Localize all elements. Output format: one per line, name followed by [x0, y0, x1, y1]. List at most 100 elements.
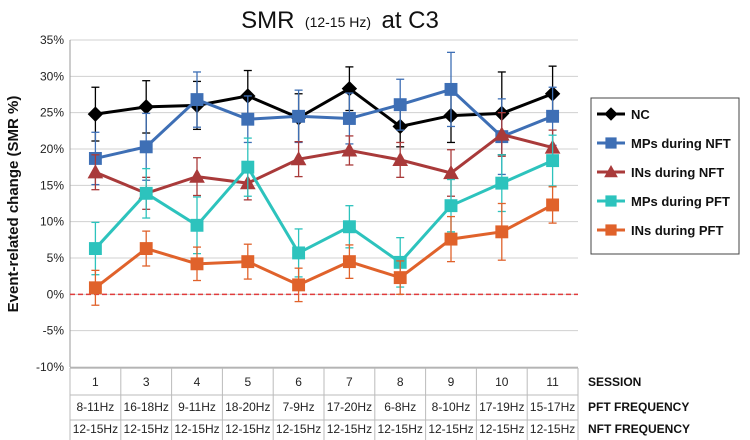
series-ins-during-pft — [88, 186, 560, 306]
y-tick-label: 15% — [40, 178, 64, 192]
data-point — [444, 82, 458, 96]
x-tick-label: 16-18Hz — [124, 400, 169, 414]
x-tick-label: 4 — [194, 375, 201, 389]
series-mps-during-pft — [88, 134, 560, 288]
legend-label: INs during NFT — [631, 165, 724, 180]
x-tick-label: 17-20Hz — [327, 400, 372, 414]
y-tick-label: -10% — [36, 360, 64, 374]
data-point — [190, 257, 204, 271]
x-tick-label: 12-15Hz — [174, 422, 219, 436]
x-axis-rows: 1 3 4 5 6 7 8 9 10 11 SESSION 8-11Hz 16-18Hz 9-11Hz 18… — [69, 367, 690, 440]
legend-item: INs during NFT — [597, 164, 724, 180]
x-tick-label: 18-20Hz — [225, 400, 270, 414]
data-point — [444, 232, 458, 246]
x-tick-label: 12-15Hz — [73, 422, 118, 436]
series-ins-during-nft — [87, 112, 561, 210]
legend-item: INs during PFT — [597, 223, 724, 238]
x-tick-label: 12-15Hz — [378, 422, 423, 436]
data-point — [87, 164, 104, 179]
data-point — [292, 109, 306, 123]
x-tick-label: 9-11Hz — [178, 400, 216, 414]
y-tick-label: 35% — [40, 33, 64, 47]
legend-label: NC — [631, 107, 650, 122]
data-point — [605, 224, 617, 236]
x-tick-label: 5 — [244, 375, 251, 389]
data-point — [190, 218, 204, 232]
x-tick-label: 7 — [346, 375, 353, 389]
data-point — [392, 151, 409, 166]
x-tick-label: 12-15Hz — [327, 422, 372, 436]
data-point — [444, 199, 458, 213]
x-tick-label: 1 — [92, 375, 99, 389]
x-tick-label: 6 — [295, 375, 302, 389]
legend-item: MPs during NFT — [597, 136, 731, 151]
x-tick-label: 12-15Hz — [479, 422, 524, 436]
title-main-1: SMR — [241, 7, 294, 34]
legend: NC MPs during NFT INs during NFT MPs during… — [590, 97, 740, 255]
x-tick-label: 15-17Hz — [530, 400, 575, 414]
y-tick-label: 5% — [47, 251, 65, 265]
data-point — [342, 255, 356, 269]
data-point — [87, 106, 104, 122]
y-tick-label: 10% — [40, 215, 64, 229]
data-point — [241, 112, 255, 126]
title-sub: (12-15 Hz) — [305, 14, 371, 30]
x-row-label: SESSION — [588, 375, 641, 389]
series-group — [87, 51, 561, 306]
data-point — [190, 93, 204, 107]
data-point — [443, 164, 459, 180]
data-point — [604, 164, 618, 178]
data-point — [546, 154, 560, 168]
data-point — [495, 176, 509, 190]
x-tick-label: 8-10Hz — [432, 400, 471, 414]
y-tick-labels: -10% -5% 0% 5% 10% 15% 20% 25% 30% 35% — [36, 33, 64, 374]
x-tick-label: 6-8Hz — [384, 400, 416, 414]
data-point — [241, 255, 255, 269]
data-point — [342, 112, 356, 125]
data-point — [393, 271, 407, 285]
data-point — [88, 242, 102, 256]
legend-item: NC — [597, 107, 650, 122]
data-point — [341, 142, 358, 157]
series-line — [94, 203, 554, 289]
y-tick-label: -5% — [43, 324, 65, 338]
x-tick-label: 3 — [143, 375, 150, 389]
series-mps-during-nft — [88, 51, 560, 186]
x-tick-label: 12-15Hz — [530, 422, 575, 436]
data-point — [292, 278, 306, 292]
data-point — [138, 99, 154, 115]
data-point — [139, 186, 153, 200]
data-point — [546, 109, 560, 123]
x-tick-label: 7-9Hz — [283, 400, 315, 414]
data-point — [605, 137, 617, 149]
y-tick-label: 20% — [40, 142, 64, 156]
data-point — [241, 160, 255, 174]
data-point — [393, 98, 407, 112]
data-point — [292, 246, 306, 260]
data-point — [139, 140, 153, 154]
x-tick-label: 9 — [448, 375, 455, 389]
chart-title: SMR (12-15 Hz) at C3 — [241, 7, 439, 34]
data-point — [546, 198, 560, 212]
x-row-label: NFT FREQUENCY — [588, 422, 690, 436]
data-point — [189, 168, 205, 183]
x-tick-label: 12-15Hz — [225, 422, 270, 436]
x-row-label: PFT FREQUENCY — [588, 400, 689, 414]
x-tick-label: 8 — [397, 375, 404, 389]
data-point — [342, 220, 356, 234]
legend-item: MPs during PFT — [597, 194, 730, 209]
series-nc — [87, 65, 561, 156]
x-tick-label: 10 — [495, 375, 509, 389]
data-point — [493, 126, 510, 141]
legend-label: MPs during PFT — [631, 194, 730, 209]
y-tick-label: 0% — [47, 287, 65, 301]
series-line — [95, 87, 554, 160]
y-axis-label: Event-related change (SMR %) — [5, 96, 22, 313]
x-tick-label: 17-19Hz — [479, 400, 524, 414]
x-tick-label: 12-15Hz — [124, 422, 169, 436]
data-point — [290, 151, 307, 166]
series-line — [94, 132, 553, 195]
x-tick-label: 12-15Hz — [428, 422, 473, 436]
data-point — [495, 225, 509, 239]
data-point — [88, 281, 102, 295]
